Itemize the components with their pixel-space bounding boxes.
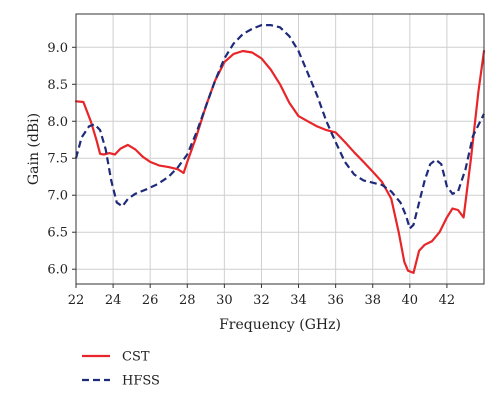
x-tick-label: 24: [105, 293, 122, 308]
series-layer: [74, 24, 486, 274]
x-tick-label: 32: [253, 293, 270, 308]
series-line-hfss: [74, 24, 485, 230]
x-tick-label: 42: [439, 293, 456, 308]
x-tick-label: 38: [364, 293, 381, 308]
x-tick-label: 30: [216, 293, 233, 308]
y-axis-title: Gain (dBi): [26, 113, 42, 185]
x-tick-label: 34: [290, 293, 307, 308]
grid: [76, 14, 484, 284]
x-axis-ticks: 22 24 26 28 30 32 34 36 38 40 42: [68, 284, 455, 308]
y-tick-label: 7.0: [47, 189, 68, 204]
legend-label-hfss: HFSS: [122, 374, 160, 389]
x-tick-label: 28: [179, 293, 196, 308]
y-axis-ticks: 6.0 6.5 7.0 7.5 8.0 8.5 9.0: [47, 41, 76, 278]
series-line-cst: [74, 49, 486, 274]
y-tick-label: 7.5: [47, 152, 68, 167]
y-tick-label: 9.0: [47, 41, 68, 56]
legend: CST HFSS: [82, 350, 160, 389]
x-tick-label: 40: [402, 293, 419, 308]
x-tick-label: 36: [327, 293, 344, 308]
x-tick-label: 22: [68, 293, 85, 308]
y-tick-label: 8.5: [47, 78, 68, 93]
legend-label-cst: CST: [122, 350, 150, 365]
x-axis-title: Frequency (GHz): [219, 317, 341, 333]
plot-frame: [75, 13, 485, 285]
y-tick-label: 6.0: [47, 263, 68, 278]
y-tick-label: 6.5: [47, 226, 68, 241]
y-tick-label: 8.0: [47, 115, 68, 130]
x-tick-label: 26: [142, 293, 159, 308]
